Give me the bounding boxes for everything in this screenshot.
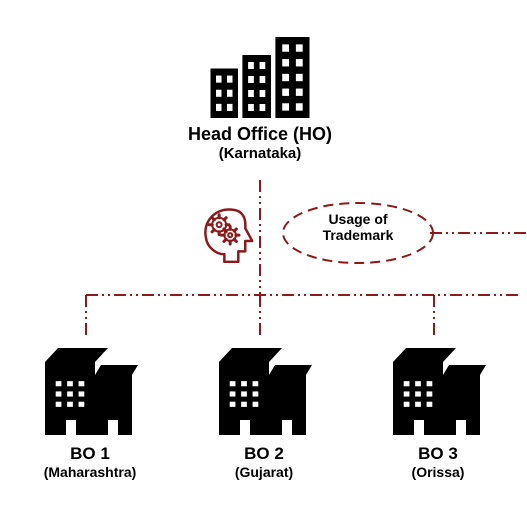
branch-subtitle: (Maharashtra): [15, 464, 165, 480]
brain-gears-icon: [200, 205, 258, 263]
branch-building-icon: [388, 340, 488, 440]
trademark-label: Usage of Trademark: [288, 211, 428, 243]
branch-title: BO 1: [15, 444, 165, 464]
branch-subtitle: (Gujarat): [189, 464, 339, 480]
branch-building-icon: [40, 340, 140, 440]
head-office-title: Head Office (HO): [140, 124, 380, 145]
branch-node-2: BO 2 (Gujarat): [189, 340, 339, 480]
branch-building-icon: [214, 340, 314, 440]
branch-title: BO 2: [189, 444, 339, 464]
org-diagram: Head Office (HO) (Karnataka) Usage of Tr…: [0, 0, 527, 514]
head-office-node: Head Office (HO) (Karnataka): [140, 124, 380, 162]
branch-node-3: BO 3 (Orissa): [363, 340, 513, 480]
branch-subtitle: (Orissa): [363, 464, 513, 480]
branch-node-1: BO 1 (Maharashtra): [15, 340, 165, 480]
branch-title: BO 3: [363, 444, 513, 464]
head-office-subtitle: (Karnataka): [140, 145, 380, 162]
head-office-icon: [205, 28, 315, 118]
